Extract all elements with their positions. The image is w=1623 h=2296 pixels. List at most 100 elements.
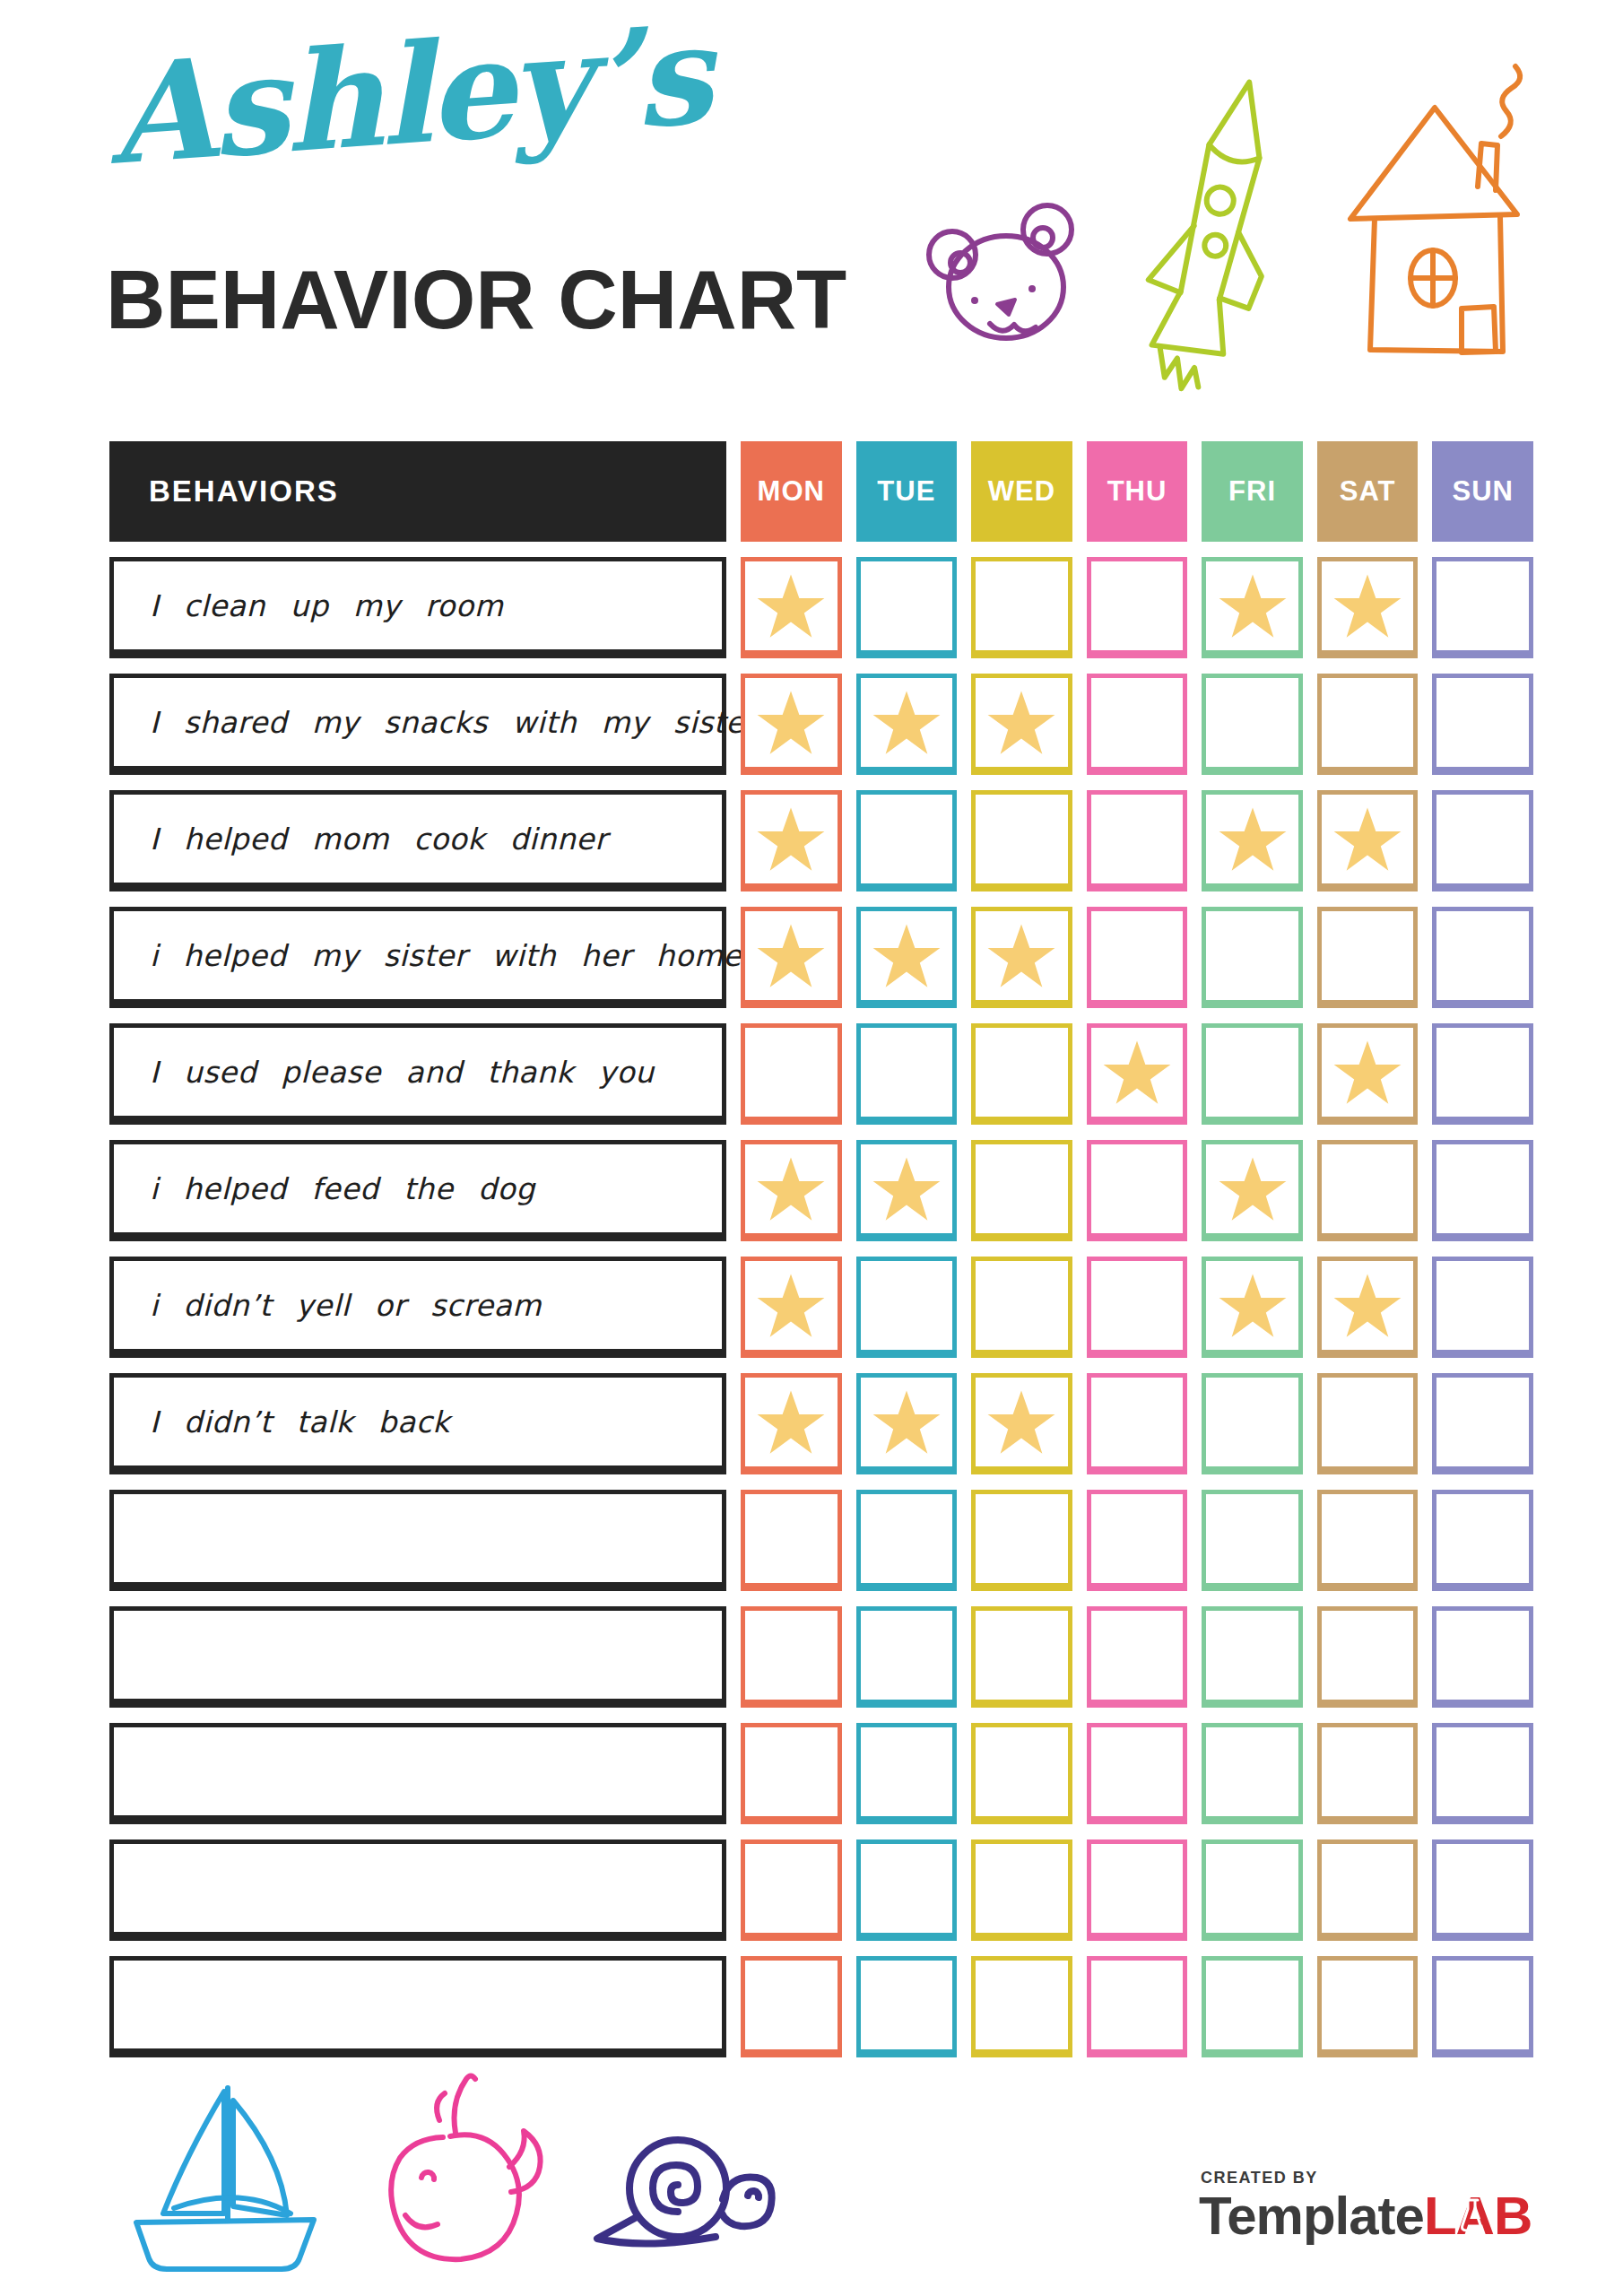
behavior-label-cell (109, 1606, 726, 1708)
star-icon (756, 923, 826, 989)
day-cell-fri (1202, 1956, 1303, 2057)
day-cell-wed (971, 1839, 1072, 1941)
star-icon (872, 1156, 942, 1222)
star-icon (1332, 573, 1402, 639)
day-cell-sat (1317, 1606, 1419, 1708)
day-cell-mon (741, 1839, 842, 1941)
day-cell-mon (741, 1140, 842, 1241)
star-icon (1332, 806, 1402, 873)
star-icon (872, 690, 942, 756)
day-cell-fri (1202, 907, 1303, 1008)
behavior-label-cell: i helped feed the dog (109, 1140, 726, 1241)
day-cell-sat (1317, 1490, 1419, 1591)
brand-name: TemplateLAB (1199, 2189, 1532, 2243)
day-cell-tue (856, 1956, 958, 2057)
behavior-label-cell: I helped mom cook dinner (109, 790, 726, 891)
day-cell-thu (1087, 1606, 1188, 1708)
day-cell-sat (1317, 1140, 1419, 1241)
day-cell-tue (856, 1023, 958, 1125)
behavior-label-cell (109, 1956, 726, 2057)
day-cell-thu (1087, 1023, 1188, 1125)
day-cell-wed (971, 1373, 1072, 1474)
day-cell-fri (1202, 1257, 1303, 1358)
day-cell-tue (856, 1140, 958, 1241)
day-header-wed: WED (971, 441, 1072, 542)
behavior-label-cell: I used please and thank you (109, 1023, 726, 1125)
day-header-mon: MON (741, 441, 842, 542)
day-header-sat: SAT (1317, 441, 1419, 542)
day-cell-sun (1432, 1140, 1533, 1241)
day-cell-mon (741, 674, 842, 775)
day-cell-mon (741, 1723, 842, 1824)
day-cell-sat (1317, 1723, 1419, 1824)
day-cell-thu (1087, 1956, 1188, 2057)
day-cell-wed (971, 907, 1072, 1008)
behavior-label-cell: i helped my sister with her homework (109, 907, 726, 1008)
star-icon (1218, 1156, 1288, 1222)
day-cell-sat (1317, 1257, 1419, 1358)
day-cell-thu (1087, 674, 1188, 775)
day-header-fri: FRI (1202, 441, 1303, 542)
day-cell-tue (856, 1839, 958, 1941)
day-cell-tue (856, 1373, 958, 1474)
day-cell-sat (1317, 557, 1419, 658)
child-name-title: Ashley’s (103, 0, 713, 197)
bear-icon (924, 199, 1107, 343)
day-cell-fri (1202, 1839, 1303, 1941)
sailboat-icon (124, 2072, 321, 2287)
templatelab-logo: CREATED BY TemplateLAB (1199, 2169, 1532, 2243)
star-icon (986, 1389, 1056, 1456)
star-icon (1218, 573, 1288, 639)
day-cell-tue (856, 1723, 958, 1824)
behavior-chart-table: BEHAVIORSMONTUEWEDTHUFRISATSUNI clean up… (109, 441, 1533, 2057)
day-cell-sun (1432, 1839, 1533, 1941)
day-cell-fri (1202, 1140, 1303, 1241)
star-icon (756, 1156, 826, 1222)
day-cell-wed (971, 1140, 1072, 1241)
snail-icon (581, 2113, 778, 2257)
behavior-label-cell (109, 1839, 726, 1941)
day-cell-tue (856, 1490, 958, 1591)
day-cell-wed (971, 790, 1072, 891)
star-icon (1218, 806, 1288, 873)
day-cell-sun (1432, 1023, 1533, 1125)
star-icon (872, 1389, 942, 1456)
day-cell-thu (1087, 1373, 1188, 1474)
day-cell-fri (1202, 557, 1303, 658)
day-cell-sat (1317, 1956, 1419, 2057)
behavior-label-cell: i didn’t yell or scream (109, 1257, 726, 1358)
star-icon (1218, 1273, 1288, 1339)
day-cell-tue (856, 674, 958, 775)
day-cell-tue (856, 557, 958, 658)
star-icon (986, 690, 1056, 756)
behavior-label-cell: I didn’t talk back (109, 1373, 726, 1474)
star-icon (1332, 1039, 1402, 1106)
house-icon (1325, 83, 1549, 370)
star-icon (756, 1273, 826, 1339)
day-cell-sat (1317, 1839, 1419, 1941)
day-cell-fri (1202, 674, 1303, 775)
star-icon (872, 923, 942, 989)
page-title: BEHAVIOR CHART (106, 258, 846, 341)
day-cell-mon (741, 1023, 842, 1125)
day-cell-thu (1087, 1839, 1188, 1941)
day-cell-sat (1317, 790, 1419, 891)
day-cell-sat (1317, 1023, 1419, 1125)
day-cell-sat (1317, 1373, 1419, 1474)
day-cell-fri (1202, 1373, 1303, 1474)
day-cell-thu (1087, 790, 1188, 891)
day-cell-fri (1202, 790, 1303, 891)
day-header-sun: SUN (1432, 441, 1533, 542)
day-cell-mon (741, 1606, 842, 1708)
day-cell-tue (856, 907, 958, 1008)
rocket-icon (1137, 74, 1298, 396)
star-icon (756, 690, 826, 756)
day-cell-sat (1317, 674, 1419, 775)
day-cell-wed (971, 1723, 1072, 1824)
day-cell-fri (1202, 1606, 1303, 1708)
day-cell-wed (971, 557, 1072, 658)
day-cell-fri (1202, 1490, 1303, 1591)
day-cell-thu (1087, 1140, 1188, 1241)
day-cell-sun (1432, 1606, 1533, 1708)
day-cell-wed (971, 674, 1072, 775)
